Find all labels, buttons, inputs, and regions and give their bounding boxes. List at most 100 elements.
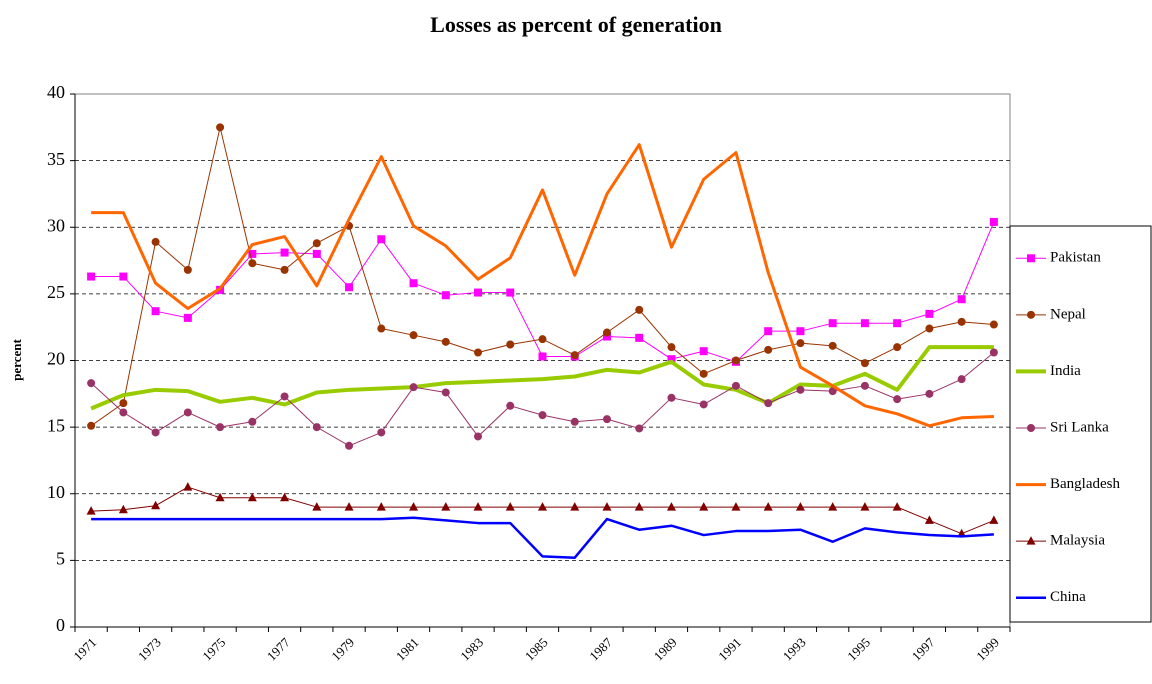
legend-label: Pakistan xyxy=(1050,250,1101,266)
y-tick-label: 35 xyxy=(47,149,65,169)
point xyxy=(925,324,934,333)
point xyxy=(183,408,192,417)
point xyxy=(248,259,257,268)
chart-title: Losses as percent of generation xyxy=(430,12,722,37)
point xyxy=(280,248,289,257)
x-tick-label: 1977 xyxy=(264,634,293,663)
x-tick-label: 1983 xyxy=(457,635,486,664)
point xyxy=(312,423,321,432)
legend-label: Sri Lanka xyxy=(1050,419,1109,435)
point xyxy=(667,343,676,352)
point xyxy=(731,502,741,511)
point xyxy=(635,305,644,314)
point xyxy=(634,502,644,511)
point xyxy=(989,515,999,524)
point xyxy=(151,307,160,316)
point xyxy=(377,324,386,333)
point xyxy=(666,502,676,511)
point xyxy=(344,502,354,511)
point xyxy=(796,327,805,336)
point xyxy=(795,502,805,511)
point xyxy=(538,411,547,420)
series-line xyxy=(91,143,994,428)
point xyxy=(280,265,289,274)
point xyxy=(87,421,96,430)
point xyxy=(796,385,805,394)
point xyxy=(796,339,805,348)
y-tick-label: 10 xyxy=(47,482,65,502)
point xyxy=(248,417,257,426)
point xyxy=(602,502,612,511)
point xyxy=(409,502,419,511)
y-tick-label: 25 xyxy=(47,282,65,302)
point xyxy=(635,333,644,342)
legend-label: Malaysia xyxy=(1050,533,1105,549)
point xyxy=(763,502,773,511)
legend-marker xyxy=(1027,424,1035,432)
point xyxy=(87,272,96,281)
point xyxy=(828,319,837,328)
point xyxy=(538,502,547,511)
point xyxy=(731,356,740,365)
point xyxy=(409,331,418,340)
point xyxy=(474,288,483,297)
point xyxy=(506,288,515,297)
point xyxy=(312,239,321,248)
point xyxy=(957,317,966,326)
point xyxy=(538,352,547,361)
point xyxy=(506,340,515,349)
point xyxy=(925,309,934,318)
point xyxy=(441,291,450,300)
point xyxy=(118,504,128,514)
point xyxy=(183,313,192,322)
x-tick-label: 1971 xyxy=(70,635,99,664)
series-line xyxy=(90,345,994,411)
point xyxy=(635,424,644,433)
point xyxy=(699,347,708,356)
y-tick-label: 15 xyxy=(47,415,65,435)
point xyxy=(828,502,838,511)
point xyxy=(441,502,451,511)
x-tick-label: 1979 xyxy=(328,635,357,664)
point xyxy=(505,502,515,511)
point xyxy=(893,395,902,404)
x-tick-label: 1973 xyxy=(135,635,164,664)
point xyxy=(570,417,579,426)
point xyxy=(893,319,902,328)
point xyxy=(667,355,676,364)
point xyxy=(409,279,418,288)
legend-label: India xyxy=(1050,363,1081,379)
point xyxy=(699,502,709,511)
legend-label: China xyxy=(1050,589,1086,605)
point xyxy=(924,515,934,524)
legend-marker xyxy=(1026,536,1036,545)
point xyxy=(602,415,611,424)
point xyxy=(602,328,611,337)
point xyxy=(248,249,257,258)
point xyxy=(409,383,418,392)
point xyxy=(441,388,450,397)
point xyxy=(151,237,160,246)
point xyxy=(376,502,386,511)
point xyxy=(216,123,225,132)
point xyxy=(345,283,354,292)
point xyxy=(151,500,161,510)
series-line xyxy=(91,516,994,559)
point xyxy=(183,482,193,491)
y-tick-label: 0 xyxy=(56,615,65,635)
point xyxy=(731,381,740,390)
point xyxy=(860,359,869,368)
legend xyxy=(1009,225,1152,623)
point xyxy=(892,502,902,511)
point xyxy=(87,379,96,388)
point xyxy=(860,502,870,511)
point xyxy=(989,348,998,357)
legend-label: Nepal xyxy=(1050,306,1086,322)
legend-marker xyxy=(1027,310,1035,319)
point xyxy=(764,327,773,336)
point xyxy=(247,492,257,502)
point xyxy=(570,351,579,360)
point xyxy=(474,432,483,441)
point xyxy=(764,399,773,408)
x-tick-label: 1995 xyxy=(844,635,873,664)
